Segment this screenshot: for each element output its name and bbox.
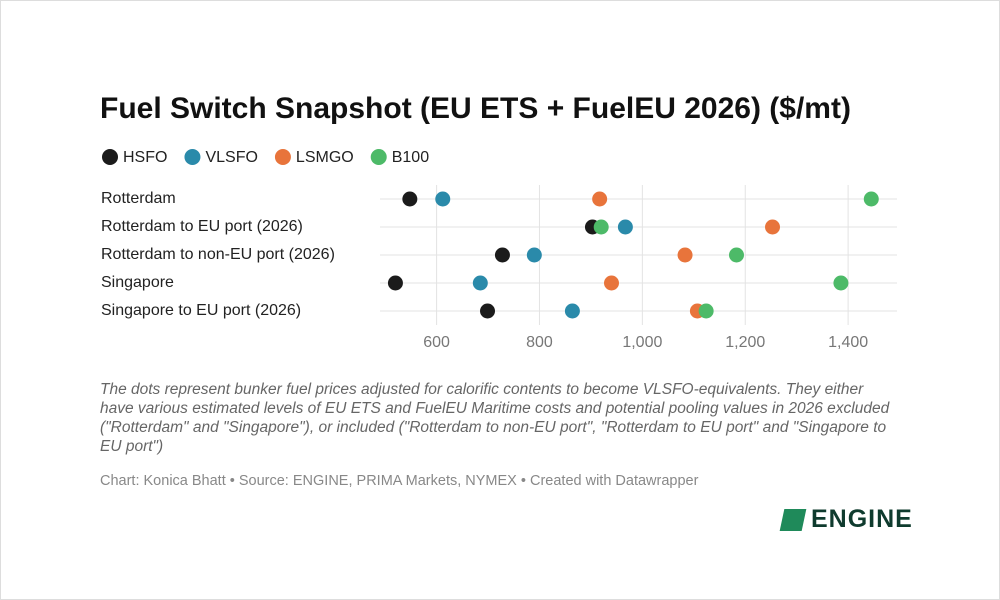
dot: [592, 191, 608, 207]
dot: [593, 219, 609, 235]
dot: [526, 247, 542, 263]
legend-label: HSFO: [123, 149, 167, 166]
dot: [677, 247, 693, 263]
dot: [698, 303, 714, 319]
x-tick-label: 600: [423, 334, 450, 351]
legend-marker: [370, 149, 387, 165]
source: Chart: Konica Bhatt • Source: ENGINE, PR…: [100, 473, 699, 489]
x-tick-label: 1,200: [725, 334, 765, 351]
dot: [472, 275, 488, 291]
y-tick-label: Singapore to EU port (2026): [101, 302, 301, 319]
legend-label: LSMGO: [296, 149, 354, 166]
dot: [564, 303, 580, 319]
dot: [863, 191, 879, 207]
legend-marker: [274, 149, 291, 165]
legend-marker: [184, 149, 201, 165]
dot: [617, 219, 633, 235]
dot: [387, 275, 403, 291]
y-tick-label: Rotterdam: [101, 190, 176, 207]
x-tick-label: 1,400: [828, 334, 868, 351]
chart-title: Fuel Switch Snapshot (EU ETS + FuelEU 20…: [100, 92, 851, 125]
note: The dots represent bunker fuel prices ad…: [100, 381, 890, 455]
legend-label: VLSFO: [205, 149, 257, 166]
dot: [402, 191, 418, 207]
dot: [603, 275, 619, 291]
dot: [435, 191, 451, 207]
x-tick-label: 800: [526, 334, 553, 351]
y-tick-label: Rotterdam to EU port (2026): [101, 218, 303, 235]
x-tick-label: 1,000: [622, 334, 662, 351]
y-tick-label: Rotterdam to non-EU port (2026): [101, 246, 335, 263]
y-tick-label: Singapore: [101, 274, 174, 291]
brand-name: ENGINE: [811, 505, 913, 533]
dot: [765, 219, 781, 235]
dot: [494, 247, 510, 263]
dot: [728, 247, 744, 263]
dot: [480, 303, 496, 319]
brand-logo: ENGINE: [779, 505, 913, 534]
dot: [833, 275, 849, 291]
legend-label: B100: [392, 149, 429, 166]
legend-marker: [102, 149, 118, 165]
